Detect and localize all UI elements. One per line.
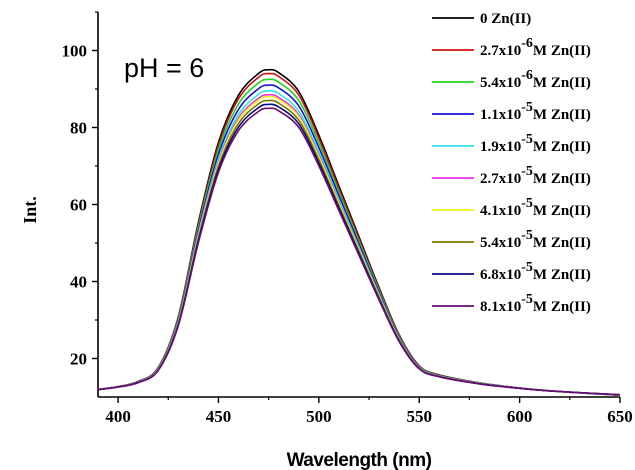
legend-label-2: 2.7x10-6M Zn(II) (480, 36, 591, 59)
x-tick-label: 650 (607, 407, 633, 426)
legend-label-8: 5.4x10-5M Zn(II) (480, 228, 591, 251)
legend-label-5: 1.9x10-5M Zn(II) (480, 132, 591, 155)
x-tick-label: 550 (406, 407, 432, 426)
legend-label-1: 0 Zn(II) (480, 11, 531, 27)
ph-annotation: pH = 6 (124, 53, 204, 83)
y-tick-label: 60 (70, 196, 87, 215)
axes (92, 11, 621, 403)
x-tick-label: 400 (105, 407, 131, 426)
y-tick-label: 80 (70, 119, 87, 138)
y-axis-label: Int. (20, 196, 40, 224)
legend-label-7: 4.1x10-5M Zn(II) (480, 196, 591, 219)
y-tick-label: 40 (70, 273, 87, 292)
legend-label-10: 8.1x10-5M Zn(II) (480, 292, 591, 315)
tick-labels: 400 450 500 550 600 650 20 40 60 80 100 (62, 42, 633, 427)
x-tick-label: 450 (206, 407, 232, 426)
legend: 0 Zn(II) 2.7x10-6M Zn(II) 5.4x10-6M Zn(II)… (432, 11, 591, 315)
y-tick-label: 20 (70, 350, 87, 369)
legend-label-4: 1.1x10-5M Zn(II) (480, 100, 591, 123)
x-tick-label: 600 (507, 407, 533, 426)
spectrum-curves (97, 68, 621, 396)
legend-label-6: 2.7x10-5M Zn(II) (480, 164, 591, 187)
y-tick-label: 100 (62, 42, 88, 61)
series-line-10 (97, 107, 621, 396)
x-axis-label: Wavelength (nm) (287, 450, 432, 470)
x-tick-label: 500 (306, 407, 332, 426)
legend-label-9: 6.8x10-5M Zn(II) (480, 260, 591, 283)
legend-label-3: 5.4x10-6M Zn(II) (480, 68, 591, 91)
